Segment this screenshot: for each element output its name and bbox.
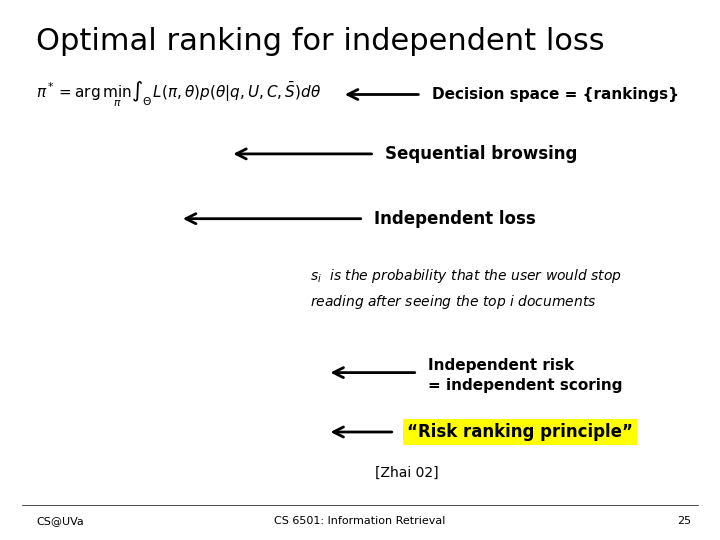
- Text: CS@UVa: CS@UVa: [36, 516, 84, 526]
- Text: Optimal ranking for independent loss: Optimal ranking for independent loss: [36, 27, 605, 56]
- Text: Independent risk
= independent scoring: Independent risk = independent scoring: [428, 358, 623, 393]
- Text: $s_i$  is the probability that the user would stop
reading after seeing the top : $s_i$ is the probability that the user w…: [310, 267, 621, 311]
- Text: Sequential browsing: Sequential browsing: [385, 145, 577, 163]
- Text: CS 6501: Information Retrieval: CS 6501: Information Retrieval: [274, 516, 446, 526]
- Text: “Risk ranking principle”: “Risk ranking principle”: [407, 423, 633, 441]
- Text: 25: 25: [677, 516, 691, 526]
- Text: [Zhai 02]: [Zhai 02]: [375, 465, 438, 480]
- Text: Independent loss: Independent loss: [374, 210, 536, 228]
- Text: Decision space = {rankings}: Decision space = {rankings}: [432, 87, 679, 102]
- Text: $\pi^* = \arg\min_{\pi} \int_{\Theta} L(\pi,\theta)p(\theta|q,U,C,\bar{S})d\thet: $\pi^* = \arg\min_{\pi} \int_{\Theta} L(…: [36, 80, 321, 109]
